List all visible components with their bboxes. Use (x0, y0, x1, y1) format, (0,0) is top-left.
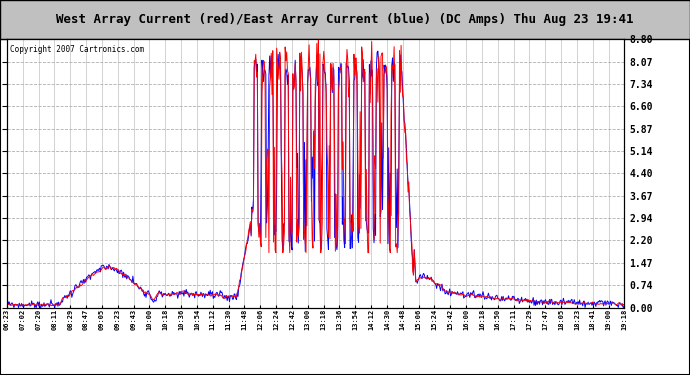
Text: Copyright 2007 Cartronics.com: Copyright 2007 Cartronics.com (10, 45, 144, 54)
Text: West Array Current (red)/East Array Current (blue) (DC Amps) Thu Aug 23 19:41: West Array Current (red)/East Array Curr… (57, 13, 633, 26)
